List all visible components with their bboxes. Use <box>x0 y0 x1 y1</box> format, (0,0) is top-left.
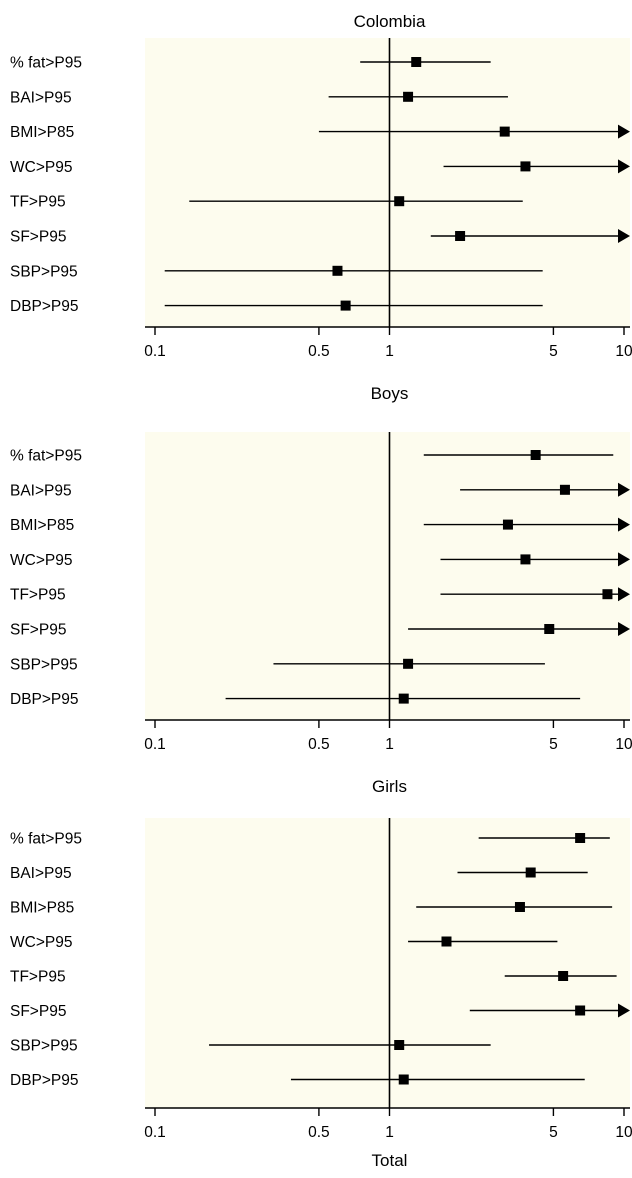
point-estimate <box>530 450 541 460</box>
panel-background <box>145 818 630 1108</box>
x-tick-label: 10 <box>615 736 632 753</box>
row-label: % fat>P95 <box>10 55 82 72</box>
x-tick-label: 5 <box>549 1124 558 1141</box>
x-tick-label: 1 <box>385 1124 394 1141</box>
point-estimate <box>558 971 569 981</box>
point-estimate <box>520 161 531 172</box>
point-estimate <box>411 57 422 67</box>
row-label: % fat>P95 <box>10 448 82 465</box>
ci-arrow <box>618 552 630 567</box>
point-estimate <box>559 484 570 495</box>
row-label: TF>P95 <box>10 194 66 211</box>
row-label: BAI>P95 <box>10 89 72 106</box>
ci-arrow <box>618 587 630 602</box>
row-label: WC>P95 <box>10 159 72 176</box>
ci-arrow <box>618 124 630 139</box>
point-estimate <box>502 519 513 530</box>
x-tick-label: 0.1 <box>144 1124 166 1141</box>
row-label: BMI>P85 <box>10 124 74 141</box>
x-tick-label: 5 <box>549 343 558 360</box>
x-tick-label: 10 <box>615 1124 632 1141</box>
row-label: BMI>P85 <box>10 900 74 917</box>
row-label: SF>P95 <box>10 1003 66 1020</box>
panel-title: Boys <box>371 384 409 403</box>
point-estimate <box>525 867 536 878</box>
row-label: % fat>P95 <box>10 831 82 848</box>
row-label: SF>P95 <box>10 622 66 639</box>
x-tick-label: 0.1 <box>144 343 166 360</box>
row-label: SBP>P95 <box>10 263 78 280</box>
x-tick-label: 0.5 <box>308 343 330 360</box>
x-tick-label: 0.5 <box>308 736 330 753</box>
point-estimate <box>403 658 414 669</box>
point-estimate <box>398 693 409 704</box>
point-estimate <box>441 936 452 947</box>
panel-title: Girls <box>372 777 407 796</box>
ci-arrow <box>618 159 630 174</box>
ci-arrow <box>618 1003 630 1018</box>
ci-arrow <box>618 622 630 636</box>
panel-background <box>145 38 630 327</box>
point-estimate <box>575 1005 586 1016</box>
row-label: DBP>P95 <box>10 1072 79 1089</box>
row-label: TF>P95 <box>10 969 66 986</box>
point-estimate <box>340 300 351 311</box>
point-estimate <box>544 624 555 634</box>
x-tick-label: 1 <box>385 736 394 753</box>
x-axis-label: Total <box>372 1151 408 1170</box>
x-tick-label: 0.1 <box>144 736 166 753</box>
point-estimate <box>520 554 531 565</box>
forest-panel-1: Colombia % fat>P95 BAI>P95 BMI>P85 WC>P95 TF>… <box>10 12 632 360</box>
forest-panel-2: Boys % fat>P95 BAI>P95 BMI>P85 WC>P95 TF>P95 S… <box>10 384 632 753</box>
row-label: BAI>P95 <box>10 482 72 499</box>
row-label: WC>P95 <box>10 552 72 569</box>
x-tick-label: 1 <box>385 343 394 360</box>
point-estimate <box>332 265 343 276</box>
row-label: DBP>P95 <box>10 691 79 708</box>
panel-title: Colombia <box>354 12 426 31</box>
x-tick-label: 10 <box>615 343 632 360</box>
point-estimate <box>602 589 613 600</box>
point-estimate <box>575 833 586 843</box>
x-tick-label: 5 <box>549 736 558 753</box>
panel-background <box>145 432 630 720</box>
row-label: SBP>P95 <box>10 1038 78 1055</box>
point-estimate <box>394 1040 405 1050</box>
row-label: SF>P95 <box>10 229 66 246</box>
row-label: BMI>P85 <box>10 517 74 534</box>
point-estimate <box>398 1074 409 1085</box>
row-label: WC>P95 <box>10 934 72 951</box>
point-estimate <box>455 231 466 241</box>
ci-arrow <box>618 229 630 243</box>
row-label: SBP>P95 <box>10 656 78 673</box>
point-estimate <box>394 196 405 207</box>
ci-arrow <box>618 482 630 497</box>
ci-arrow <box>618 517 630 532</box>
forest-panel-3: Girls % fat>P95 BAI>P95 BMI>P85 WC>P95 TF>P95… <box>10 777 632 1170</box>
panels-container: Colombia % fat>P95 BAI>P95 BMI>P85 WC>P95 TF>… <box>10 12 632 1170</box>
point-estimate <box>499 126 510 137</box>
point-estimate <box>514 902 525 912</box>
row-label: BAI>P95 <box>10 865 72 882</box>
x-tick-label: 0.5 <box>308 1124 330 1141</box>
row-label: DBP>P95 <box>10 298 79 315</box>
row-label: TF>P95 <box>10 587 66 604</box>
point-estimate <box>403 91 414 102</box>
